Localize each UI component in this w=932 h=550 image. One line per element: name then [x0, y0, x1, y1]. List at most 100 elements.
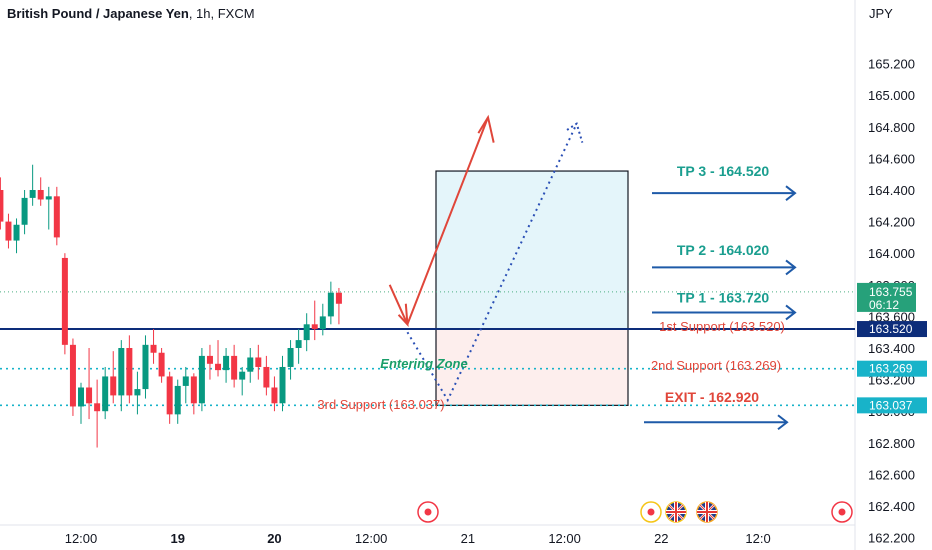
- candle-body: [37, 190, 44, 200]
- candle-body: [279, 366, 286, 404]
- entering-zone-label: Entering Zone: [380, 356, 467, 371]
- candle-body: [287, 348, 294, 367]
- support-3-tag-value: 163.037: [869, 398, 913, 412]
- price-tick: 162.200: [868, 531, 915, 546]
- alternative-path-head: [566, 122, 584, 143]
- candle-body: [150, 344, 157, 353]
- time-tick: 19: [170, 531, 184, 546]
- candle: [166, 371, 173, 424]
- candle-body: [174, 385, 181, 415]
- candle: [182, 366, 189, 404]
- current-price-tag: [857, 282, 916, 312]
- candle: [134, 371, 141, 415]
- tp3-label: TP 3 - 164.520: [677, 163, 770, 179]
- candle-body: [110, 376, 117, 396]
- candle: [150, 329, 157, 364]
- candle-body: [303, 324, 310, 341]
- candle-body: [78, 387, 84, 407]
- time-tick: 12:00: [548, 531, 581, 546]
- support-3-label: 3rd Support (163.037): [317, 397, 444, 412]
- candle: [69, 338, 76, 416]
- bullish-arrow: [406, 116, 489, 325]
- support-3-tag: [857, 397, 927, 414]
- candle-body: [327, 292, 334, 317]
- event-dot: [424, 508, 432, 516]
- time-tick: 12:00: [355, 531, 388, 546]
- candle: [13, 218, 20, 254]
- candle: [61, 253, 68, 355]
- candle: [78, 382, 84, 424]
- candle: [126, 335, 133, 404]
- candle: [86, 348, 93, 420]
- candle-body: [335, 292, 342, 304]
- time-tick: 12:0: [745, 531, 770, 546]
- current-price-tag-countdown: 06:12: [869, 298, 899, 312]
- support-2-label: 2nd Support (163.269): [651, 358, 781, 373]
- candle-body: [142, 344, 149, 390]
- price-tick: 165.200: [868, 57, 915, 72]
- candle-body: [45, 196, 52, 200]
- candle: [110, 351, 117, 404]
- time-axis[interactable]: 12:00 19 20 12:00 21 12:00 22 12:0: [65, 531, 771, 546]
- chart-grid: [0, 0, 856, 550]
- support-2-tag-value: 163.269: [869, 362, 913, 376]
- candle-body: [231, 355, 238, 380]
- candle-body: [311, 324, 318, 330]
- candle-body: [94, 403, 101, 412]
- candle: [239, 366, 246, 396]
- support-1-tag-value: 163.520: [869, 322, 913, 336]
- candle-body: [158, 352, 165, 377]
- trade-setup: [435, 170, 629, 406]
- candle: [118, 340, 125, 412]
- economic-events[interactable]: [417, 501, 853, 523]
- price-tick: 162.400: [868, 499, 915, 514]
- candle: [94, 379, 101, 448]
- exit-arrow-head: [777, 414, 789, 431]
- candle: [303, 313, 310, 352]
- loss-zone: [436, 329, 628, 406]
- candle-body: [21, 197, 28, 225]
- candle: [0, 177, 4, 230]
- candle: [311, 300, 318, 341]
- event-dot: [838, 508, 846, 516]
- candle: [279, 355, 286, 412]
- candle-body: [0, 190, 4, 222]
- tp1-label: TP 1 - 163.720: [677, 289, 770, 305]
- candle: [255, 344, 262, 380]
- candle-body: [255, 357, 262, 367]
- candle: [45, 186, 52, 230]
- candle: [198, 348, 205, 412]
- candle-body: [118, 348, 125, 396]
- candle-body: [295, 340, 302, 348]
- candle: [231, 344, 238, 388]
- candle: [215, 340, 222, 377]
- candle-body: [190, 376, 197, 404]
- candle-body: [86, 387, 93, 404]
- candle: [206, 344, 213, 380]
- candle-body: [61, 257, 68, 345]
- price-axis[interactable]: JPY 165.200 165.000 164.800 164.600 164.400 16…: [857, 6, 927, 546]
- candle: [295, 329, 302, 364]
- candle: [53, 186, 60, 246]
- current-price-tag-value: 163.755: [869, 285, 913, 299]
- tp1-arrow-head: [785, 304, 797, 321]
- candle-body: [29, 190, 36, 198]
- price-tick: 163.400: [868, 341, 915, 356]
- candle: [102, 366, 109, 420]
- instrument-details: , 1h, FXCM: [188, 6, 255, 21]
- price-tick: 164.000: [868, 246, 915, 261]
- price-tick: 164.800: [868, 120, 915, 135]
- candle: [223, 348, 230, 383]
- time-tick: 12:00: [65, 531, 98, 546]
- candle: [319, 303, 326, 336]
- exit-label: EXIT - 162.920: [665, 389, 759, 405]
- candle: [263, 355, 270, 396]
- event-marker: [417, 501, 439, 523]
- candle-body: [13, 224, 20, 241]
- candle: [190, 373, 197, 415]
- uk-flag-icon: [696, 501, 718, 523]
- price-tick: 162.600: [868, 467, 915, 482]
- event-marker: [640, 501, 662, 523]
- candle: [37, 177, 44, 206]
